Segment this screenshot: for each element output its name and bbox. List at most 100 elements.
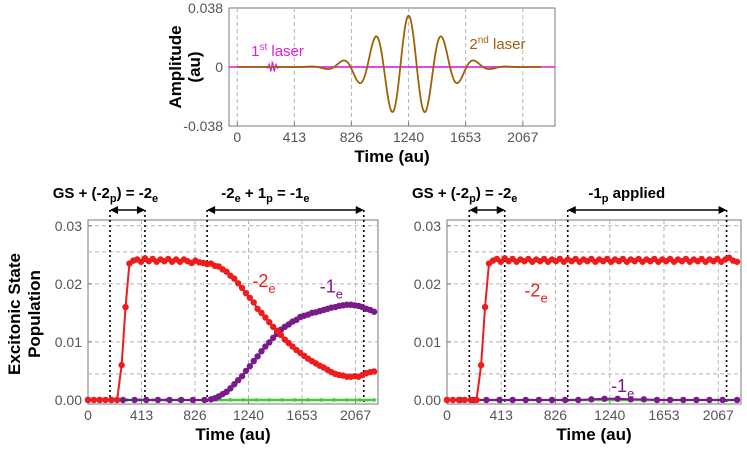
data-point-minus2e [370, 368, 378, 375]
data-point-minus2e [481, 303, 489, 311]
y-tick-label: 0.00 [55, 392, 82, 408]
data-point-minus1e [561, 396, 569, 404]
label-main: -2 [524, 281, 540, 301]
x-tick-label: 413 [130, 407, 154, 423]
header-text: = -1 [273, 185, 303, 202]
data-point-minus1e [231, 381, 238, 388]
data-point-minus1e [189, 396, 197, 404]
data-point-minus2e [102, 396, 109, 404]
data-point-minus2e [461, 396, 468, 404]
header-text: applied [609, 185, 666, 202]
data-point-minus2e [269, 323, 277, 330]
data-point-minus1e [250, 357, 257, 365]
label-main: 2 [469, 36, 477, 53]
y-axis-label-line1: Amplitude [166, 25, 185, 108]
data-point-other [372, 398, 376, 402]
data-point-minus1e [254, 353, 261, 360]
data-point-minus2e [449, 396, 457, 404]
data-point-other [254, 398, 259, 402]
data-point-minus1e [234, 377, 242, 384]
header-subscript: p [469, 193, 476, 205]
label-main: -2 [252, 271, 268, 291]
data-point-other [358, 398, 362, 402]
x-tick-label: 0 [84, 407, 92, 423]
y-tick-label: 0.01 [414, 334, 441, 350]
data-point-minus2e [122, 303, 129, 311]
data-point-minus2e [96, 396, 103, 404]
header-text: GS + (-2 [53, 185, 110, 202]
data-point-minus1e [266, 339, 273, 346]
label-sup: nd [478, 35, 489, 46]
plot-frame [446, 219, 742, 405]
data-point-minus1e [370, 308, 378, 315]
label-sub: e [336, 287, 343, 302]
data-point-minus1e [154, 396, 162, 404]
y-tick-label: 0.01 [55, 334, 82, 350]
data-point-minus2e [273, 327, 281, 335]
data-point-minus2e [262, 314, 269, 321]
header-text: + 1 [241, 185, 266, 202]
data-point-minus2e [258, 309, 265, 317]
span-arrow-head-right [496, 206, 505, 214]
span-arrow-head-left [469, 206, 478, 214]
label-main: -1 [611, 376, 627, 396]
x-axis-label: Time (au) [556, 425, 631, 444]
data-point-minus1e [246, 363, 254, 370]
data-point-minus1e [719, 396, 726, 404]
series-line-second-laser [237, 14, 542, 113]
header-subscript: p [266, 193, 273, 205]
span-arrow-head-right [136, 206, 145, 214]
header-subscript: e [152, 193, 158, 205]
data-point-other [345, 398, 349, 402]
data-point-minus1e [238, 372, 246, 380]
right-population: 0 413 826 1240 1653 2067 0.03 0.02 0.01 0.00 Time … [412, 185, 742, 444]
data-point-minus1e [706, 396, 713, 404]
data-point-minus1e [680, 396, 687, 404]
header-subscript: e [511, 193, 517, 205]
data-point-minus1e [733, 396, 741, 404]
data-point-minus2e [108, 396, 115, 404]
left-population: 0 413 826 1240 1653 2067 0.03 0.02 0.01 0.00 Time … [5, 185, 379, 444]
data-point-minus2e [231, 275, 238, 282]
y-tick-label: 0.00 [414, 392, 441, 408]
data-point-other [241, 398, 246, 402]
y-tick-label: 0.038 [188, 0, 223, 16]
data-point-minus2e [118, 361, 125, 369]
legend-label-second-laser: 2nd laser [469, 35, 525, 53]
data-point-minus2e [254, 305, 261, 313]
data-point-minus2e [455, 396, 463, 404]
data-point-minus2e [234, 280, 242, 287]
data-point-minus2e [266, 318, 273, 326]
data-point-minus1e [653, 396, 661, 404]
data-point-other [293, 398, 297, 402]
label-main: -1 [320, 277, 336, 297]
series-label: -1e [320, 277, 343, 302]
x-tick-label: 1240 [393, 129, 424, 145]
span-header: -2e + 1p = -1e [221, 185, 309, 205]
data-point-minus1e [496, 396, 503, 404]
label-sub: e [627, 386, 634, 401]
header-text: ) = -2 [117, 185, 152, 202]
x-tick-label: 826 [183, 407, 207, 423]
header-text: ) = -2 [476, 185, 511, 202]
data-point-minus2e [250, 299, 257, 306]
data-point-minus1e [627, 396, 634, 403]
data-point-minus1e [535, 396, 543, 404]
x-tick-label: 2067 [703, 407, 734, 423]
header-text: GS + (-2 [412, 185, 469, 202]
x-tick-label: 413 [490, 407, 514, 423]
span-arrow-head-right [718, 206, 727, 214]
series-label: -1e [611, 376, 634, 401]
x-tick-label: 0 [443, 407, 451, 423]
data-point-minus2e [467, 396, 474, 404]
data-point-minus2e [473, 396, 480, 404]
legend-label-first-laser: 1st laser [251, 42, 304, 60]
data-point-minus1e [201, 396, 208, 404]
header-subscript: e [303, 193, 309, 205]
x-tick-label: 1240 [233, 407, 264, 423]
data-point-minus2e [90, 396, 98, 404]
y-axis-label-line1: Excitonic State [5, 253, 24, 375]
data-point-other [280, 398, 285, 402]
data-point-minus2e [246, 294, 254, 301]
